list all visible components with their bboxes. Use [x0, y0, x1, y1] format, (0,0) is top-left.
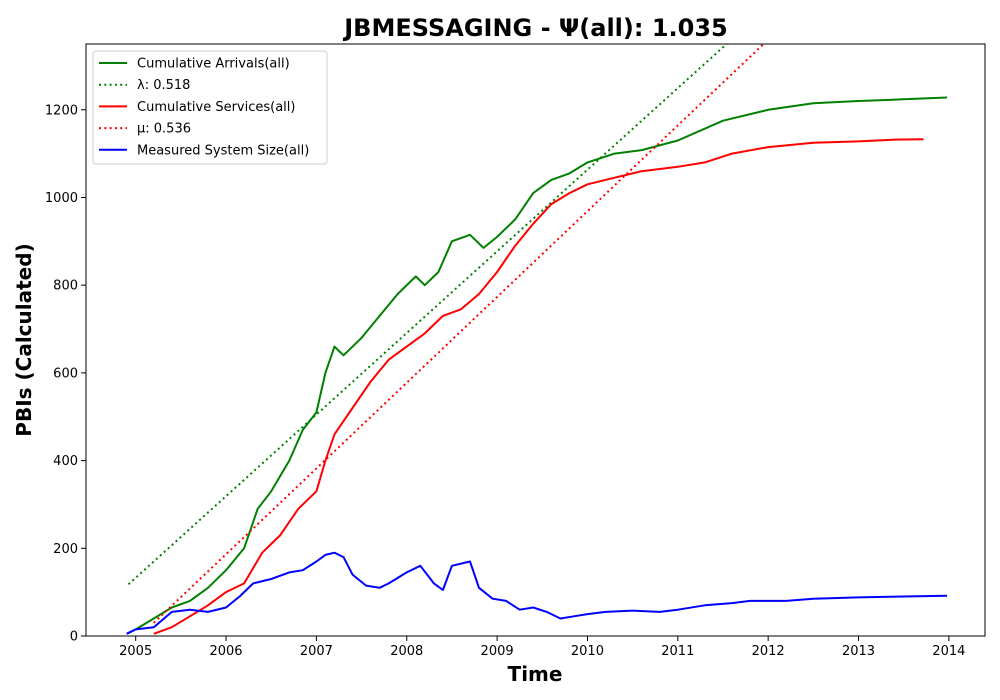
x-axis-ticks: 2005 2006 2007 2008 2009 2010 2011 2012 2013 2014: [119, 636, 965, 659]
y-tick-label: 0: [70, 630, 78, 645]
x-tick-label: 2013: [842, 644, 875, 659]
x-axis-label: Time: [508, 662, 563, 686]
legend-label-3: Cumulative Services(all): [137, 100, 295, 115]
x-tick-label: 2006: [209, 644, 242, 659]
legend-label-1: Cumulative Arrivals(all): [137, 57, 290, 72]
series-line-2: [127, 44, 728, 586]
chart-title: JBMESSAGING - Ψ(all): 1.035: [342, 14, 728, 42]
series-line-1: [126, 96, 948, 635]
legend-label-2: λ: 0.518: [137, 78, 190, 93]
plot-frame: [85, 43, 986, 637]
x-tick-label: 2007: [300, 644, 333, 659]
legend: Cumulative Arrivals(all) λ: 0.518 Cumulati…: [92, 50, 328, 165]
legend-label-4: μ: 0.536: [137, 122, 191, 137]
x-tick-label: 2009: [481, 644, 514, 659]
y-axis-ticks: 0 200 400 600 800 1000 1200: [45, 103, 86, 645]
x-tick-label: 2010: [571, 644, 604, 659]
plot-area: 2005 2006 2007 2008 2009 2010 2011 2012 2013 2014…: [45, 43, 986, 659]
series-line-4: [153, 44, 765, 624]
x-tick-label: 2012: [752, 644, 785, 659]
y-tick-label: 1000: [45, 191, 78, 206]
y-tick-label: 400: [53, 454, 78, 469]
y-tick-label: 600: [53, 366, 78, 381]
series-lines: [126, 44, 948, 635]
y-axis-label: PBIs (Calculated): [12, 243, 36, 436]
series-line-5: [126, 551, 948, 635]
legend-label-5: Measured System Size(all): [137, 143, 309, 158]
y-tick-label: 200: [53, 542, 78, 557]
y-tick-label: 1200: [45, 103, 78, 118]
x-tick-label: 2005: [119, 644, 152, 659]
series-line-3: [153, 138, 924, 635]
legend-box: [92, 50, 328, 165]
x-tick-label: 2014: [932, 644, 965, 659]
x-tick-label: 2008: [390, 644, 423, 659]
y-tick-label: 800: [53, 279, 78, 294]
x-tick-label: 2011: [661, 644, 694, 659]
